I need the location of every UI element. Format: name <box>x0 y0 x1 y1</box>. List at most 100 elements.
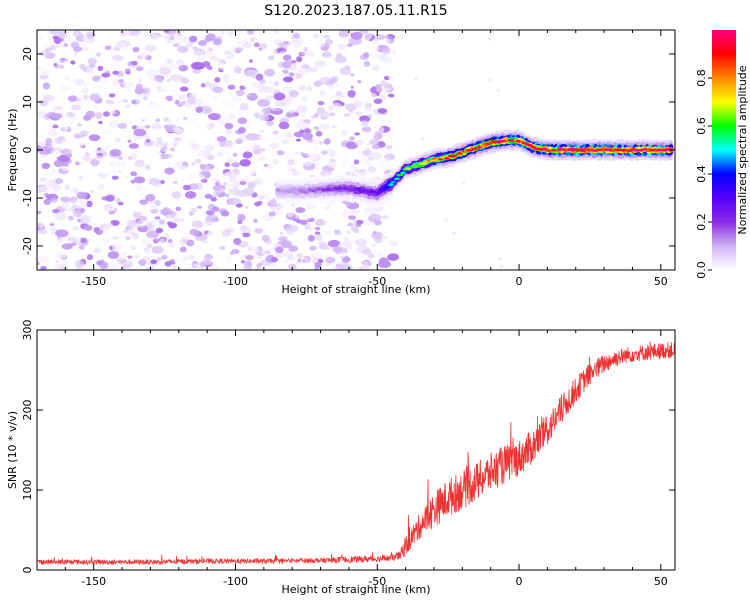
spectrogram-noise-blob <box>260 42 268 50</box>
spectrogram-noise-blob <box>496 88 501 92</box>
spectrogram-noise-blob <box>264 68 276 77</box>
spectrogram-noise-blob <box>54 178 64 184</box>
spectrogram-noise-blob <box>174 99 180 105</box>
spectrogram-noise-blob <box>169 73 184 82</box>
spectrogram-noise-blob <box>41 162 51 170</box>
spectrogram-noise-blob <box>342 118 349 124</box>
spectrogram-noise-blob <box>162 98 168 103</box>
spectrogram-noise-blob <box>43 94 55 102</box>
spectrogram-noise-blob <box>309 256 316 261</box>
spectrogram-noise-blob <box>287 210 294 218</box>
spectrogram-noise-blob <box>349 72 355 77</box>
spectrogram-noise-blob <box>198 40 208 46</box>
spectrogram-noise-blob <box>45 137 53 146</box>
spectrogram-noise-blob <box>362 52 370 58</box>
spectrogram-noise-blob <box>266 163 273 169</box>
spectrogram-noise-blob <box>388 240 395 245</box>
spectrogram-noise-blob <box>93 155 103 161</box>
spectrogram-noise-blob <box>172 212 179 217</box>
spectrogram-noise-blob <box>339 67 351 76</box>
spectrogram-noise-blob <box>294 214 300 219</box>
spectrogram-noise-blob <box>209 55 219 62</box>
spectrogram-noise-blob <box>177 32 182 36</box>
spectrogram-noise-blob <box>359 170 373 179</box>
spectrogram-noise-blob <box>333 225 341 231</box>
spectrogram-noise-blob <box>43 198 51 206</box>
spectrogram-noise-blob <box>92 222 97 226</box>
spectrogram-noise-blob <box>128 143 139 149</box>
spectrogram-noise-blob <box>118 257 125 261</box>
spectrogram-noise-blob <box>331 124 338 129</box>
spectrogram-noise-blob <box>243 262 252 270</box>
spectrogram-noise-blob <box>37 210 42 215</box>
spectrogram-noise-blob <box>76 205 82 210</box>
spectrogram-noise-blob <box>161 139 169 144</box>
spectrogram-noise-blob <box>84 215 93 220</box>
x-tick-label: -50 <box>368 575 386 588</box>
spectrogram-noise-blob <box>243 125 252 130</box>
spectrogram-noise-blob <box>347 90 356 98</box>
spectrogram-noise-blob <box>259 60 269 67</box>
spectrogram-noise-blob <box>72 226 79 231</box>
spectrogram-noise-blob <box>281 138 290 145</box>
spectrogram-noise-blob <box>208 112 221 121</box>
spectrogram-noise-blob <box>420 136 425 141</box>
spectrogram-noise-blob <box>146 224 156 232</box>
x-tick-label: -150 <box>81 575 106 588</box>
spectrogram-noise-blob <box>273 30 280 35</box>
spectrogram-noise-blob <box>377 108 387 114</box>
spectrogram-noise-blob <box>373 206 384 213</box>
spectrogram-noise-blob <box>107 222 114 228</box>
spectrogram-noise-blob <box>122 87 131 94</box>
spectrogram-noise-blob <box>58 154 68 162</box>
spectrogram-noise-blob <box>141 52 149 59</box>
spectrogram-noise-blob <box>164 167 175 175</box>
spectrogram-noise-blob <box>109 109 116 115</box>
spectrogram-noise-blob <box>279 50 288 56</box>
spectrogram-noise-blob <box>75 78 85 86</box>
spectrogram-noise-blob <box>218 188 225 193</box>
spectrogram-noise-blob <box>134 37 141 42</box>
spectrogram-noise-blob <box>37 165 43 172</box>
spectrogram-noise-blob <box>317 258 324 264</box>
spectrogram-noise-blob <box>150 109 158 114</box>
spectrogram-noise-blob <box>321 51 332 58</box>
spectrogram-noise-blob <box>100 223 107 230</box>
spectrogram-noise-blob <box>124 134 130 139</box>
spectrogram-noise-blob <box>268 211 276 217</box>
spectrogram-signal-track <box>275 129 674 208</box>
spectrogram-noise-blob <box>101 72 111 78</box>
spectrogram-noise-blob <box>251 139 259 147</box>
spectrogram-noise-blob <box>37 30 42 33</box>
spectrogram-noise-blob <box>135 184 144 190</box>
spectrogram-noise-blob <box>350 31 363 40</box>
spectrogram-noise-blob <box>350 85 354 89</box>
spectrogram-noise-blob <box>51 58 62 65</box>
spectrogram-noise-blob <box>499 264 504 269</box>
spectrogram-noise-blob <box>143 133 151 139</box>
spectrogram-noise-blob <box>247 92 252 97</box>
spectrogram-noise-blob <box>81 133 86 138</box>
spectrogram-noise-blob <box>347 222 356 228</box>
spectrogram-noise-blob <box>58 260 69 268</box>
spectrogram-noise-blob <box>253 112 261 119</box>
spectrogram-noise-blob <box>103 79 109 84</box>
spectrogram-noise-blob <box>169 84 181 92</box>
spectrogram-noise-blob <box>373 52 381 58</box>
spectrogram-noise-blob <box>177 45 189 53</box>
spectrogram-noise-blob <box>319 90 326 96</box>
spectrogram-noise-blob <box>72 210 82 218</box>
spectrogram-noise-blob <box>131 232 140 240</box>
y-tick-label: -20 <box>21 237 34 255</box>
spectrogram-noise-blob <box>63 60 68 65</box>
spectrogram-noise-blob <box>107 265 118 270</box>
y-tick-label: 20 <box>21 47 34 61</box>
spectrogram-noise-blob <box>387 205 394 209</box>
spectrogram-noise-blob <box>155 118 161 123</box>
spectrogram-noise-blob <box>352 258 362 266</box>
spectrogram-noise-blob <box>81 87 90 94</box>
spectrogram-noise-blob <box>242 232 251 238</box>
spectrogram-noise-blob <box>295 121 310 130</box>
spectrogram-noise-blob <box>170 147 176 152</box>
